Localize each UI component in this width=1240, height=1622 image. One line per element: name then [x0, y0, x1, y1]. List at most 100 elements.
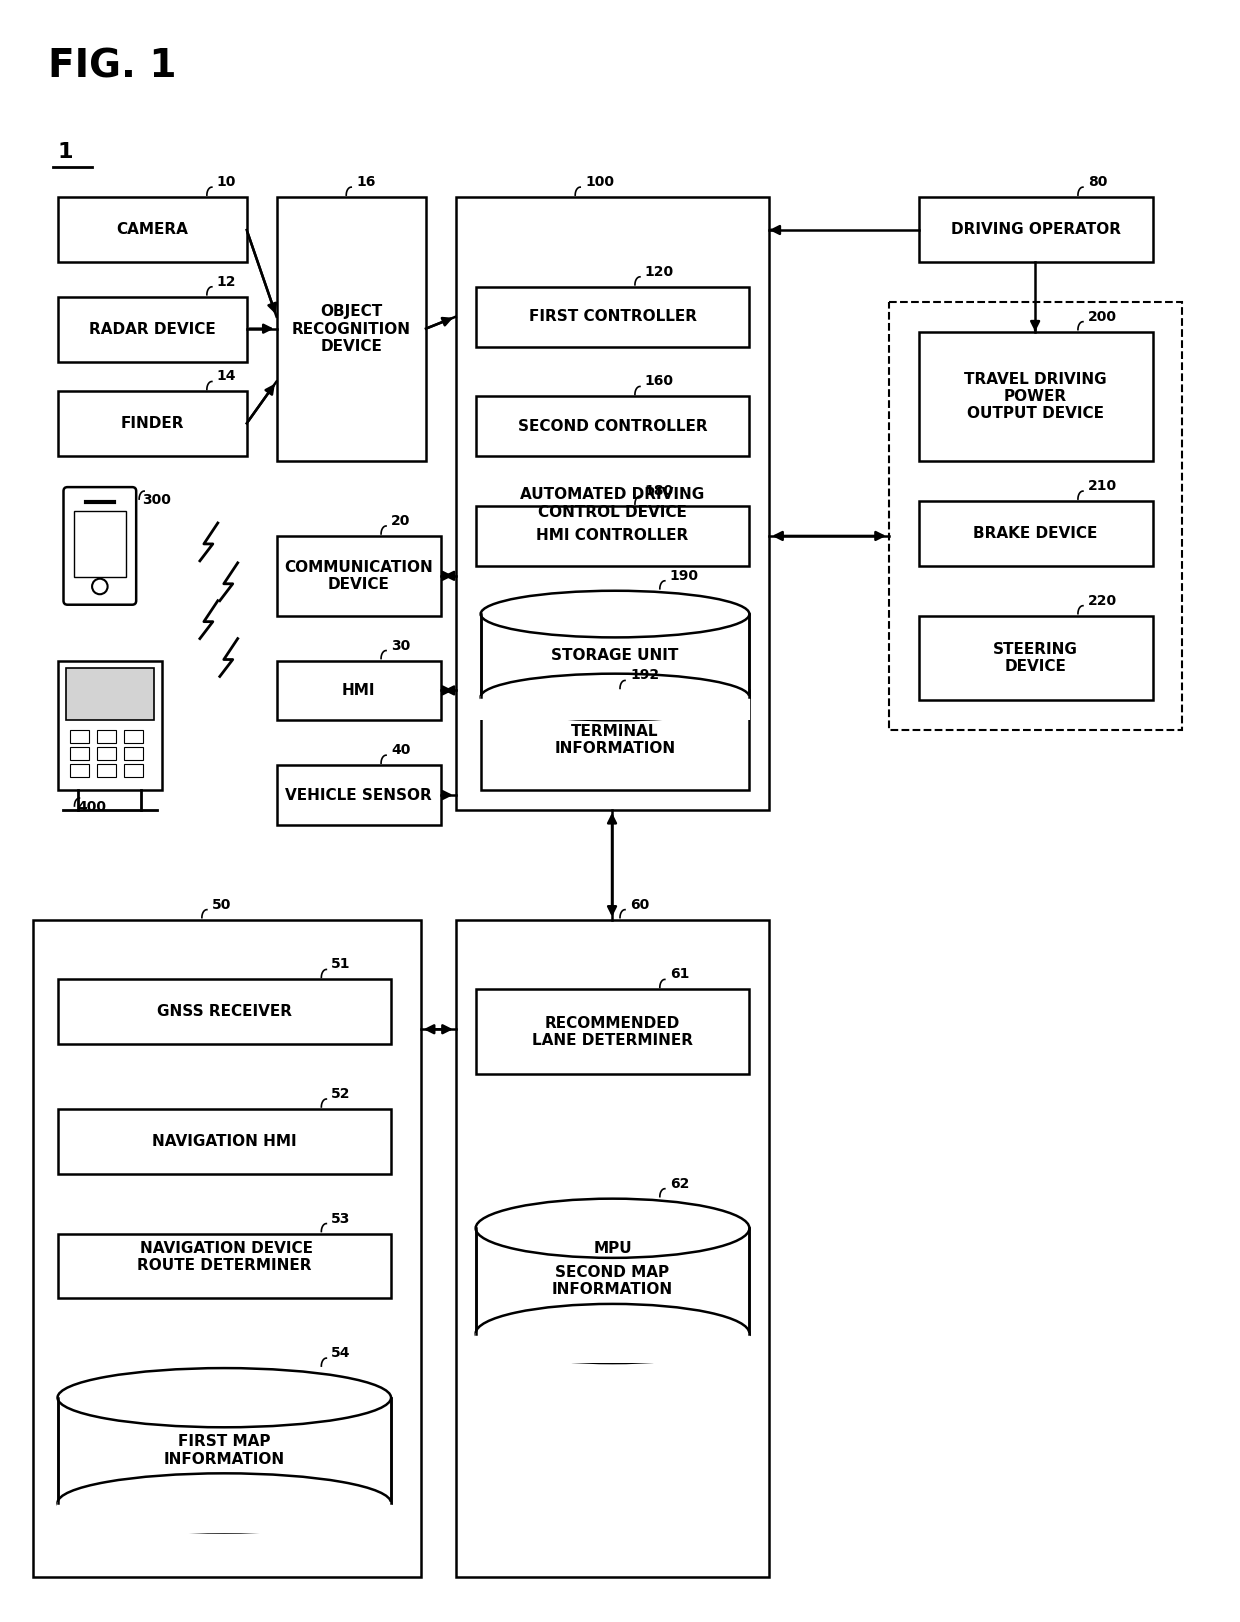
Text: 30: 30 [391, 639, 410, 652]
Text: NAVIGATION HMI: NAVIGATION HMI [153, 1134, 296, 1148]
Text: 40: 40 [391, 743, 410, 757]
Text: 20: 20 [391, 514, 410, 529]
Text: 60: 60 [630, 897, 650, 912]
Bar [277, 660, 440, 720]
Bar [456, 198, 769, 809]
Text: AUTOMATED DRIVING
CONTROL DEVICE: AUTOMATED DRIVING CONTROL DEVICE [521, 487, 704, 519]
Bar [71, 764, 89, 777]
Bar [57, 391, 247, 456]
Text: HMI CONTROLLER: HMI CONTROLLER [537, 529, 688, 543]
Bar [97, 730, 117, 743]
Text: STORAGE UNIT: STORAGE UNIT [552, 649, 678, 663]
Text: BRAKE DEVICE: BRAKE DEVICE [973, 526, 1097, 542]
Ellipse shape [481, 590, 749, 637]
Text: 62: 62 [670, 1176, 689, 1191]
Bar [456, 920, 769, 1577]
Text: SECOND MAP
INFORMATION: SECOND MAP INFORMATION [552, 1265, 673, 1298]
Text: VEHICLE SENSOR: VEHICLE SENSOR [285, 788, 432, 803]
Text: 190: 190 [670, 569, 699, 582]
Bar [66, 668, 154, 720]
Bar [57, 660, 162, 790]
Bar [57, 1234, 391, 1298]
Bar [32, 920, 420, 1577]
Text: 53: 53 [331, 1212, 351, 1226]
Text: 52: 52 [331, 1087, 351, 1101]
Text: GNSS RECEIVER: GNSS RECEIVER [156, 1004, 291, 1019]
Text: 80: 80 [1087, 175, 1107, 190]
Text: 120: 120 [645, 264, 675, 279]
Text: 300: 300 [143, 493, 171, 508]
Text: FIRST MAP
INFORMATION: FIRST MAP INFORMATION [164, 1434, 285, 1466]
Bar [74, 511, 125, 576]
Ellipse shape [476, 1199, 749, 1259]
Bar [71, 748, 89, 761]
Text: TRAVEL DRIVING
POWER
OUTPUT DEVICE: TRAVEL DRIVING POWER OUTPUT DEVICE [965, 371, 1107, 422]
Bar [97, 748, 117, 761]
Text: CAMERA: CAMERA [117, 222, 188, 237]
Bar [476, 396, 749, 456]
Text: 100: 100 [585, 175, 614, 190]
Text: COMMUNICATION
DEVICE: COMMUNICATION DEVICE [284, 560, 433, 592]
Text: RADAR DEVICE: RADAR DEVICE [89, 321, 216, 337]
Text: TERMINAL
INFORMATION: TERMINAL INFORMATION [554, 723, 676, 756]
Text: FIRST CONTROLLER: FIRST CONTROLLER [528, 310, 697, 324]
Text: 220: 220 [1087, 594, 1117, 608]
Text: 61: 61 [670, 967, 689, 981]
Text: RECOMMENDED
LANE DETERMINER: RECOMMENDED LANE DETERMINER [532, 1015, 693, 1048]
Text: 200: 200 [1087, 310, 1117, 324]
Text: SECOND CONTROLLER: SECOND CONTROLLER [518, 418, 707, 433]
Text: FINDER: FINDER [120, 417, 184, 431]
Text: 51: 51 [331, 957, 351, 972]
Text: 50: 50 [212, 897, 231, 912]
Text: 10: 10 [217, 175, 236, 190]
Text: HMI: HMI [342, 683, 376, 697]
Ellipse shape [57, 1473, 391, 1533]
Ellipse shape [481, 673, 749, 720]
Text: DRIVING OPERATOR: DRIVING OPERATOR [951, 222, 1121, 237]
Bar [919, 331, 1153, 461]
Text: 180: 180 [645, 483, 675, 498]
Bar [124, 748, 144, 761]
Bar [481, 615, 749, 697]
Text: 14: 14 [217, 370, 237, 383]
Bar [480, 696, 750, 720]
Bar [57, 198, 247, 261]
Text: 400: 400 [77, 800, 107, 814]
Bar [57, 297, 247, 362]
Text: OBJECT
RECOGNITION
DEVICE: OBJECT RECOGNITION DEVICE [291, 305, 410, 354]
Circle shape [92, 579, 108, 594]
Text: MPU: MPU [593, 1241, 632, 1255]
Bar [57, 1398, 391, 1504]
Bar [475, 1333, 750, 1362]
Bar [889, 302, 1183, 730]
Text: 12: 12 [217, 274, 237, 289]
Text: 54: 54 [331, 1346, 351, 1361]
Bar [124, 764, 144, 777]
Bar [476, 287, 749, 347]
Bar [476, 989, 749, 1074]
Bar [57, 1109, 391, 1174]
Bar [919, 616, 1153, 701]
Text: ROUTE DETERMINER: ROUTE DETERMINER [138, 1259, 311, 1273]
Bar [71, 730, 89, 743]
FancyBboxPatch shape [63, 487, 136, 605]
Bar [919, 501, 1153, 566]
Bar [481, 691, 749, 790]
Ellipse shape [57, 1367, 391, 1427]
Text: NAVIGATION DEVICE: NAVIGATION DEVICE [140, 1241, 314, 1255]
Bar [476, 1228, 749, 1333]
Text: 192: 192 [630, 668, 660, 683]
Text: FIG. 1: FIG. 1 [47, 47, 176, 86]
Bar [476, 506, 749, 566]
Text: 210: 210 [1087, 478, 1117, 493]
Bar [277, 535, 440, 616]
Text: 1: 1 [57, 143, 73, 162]
Bar [919, 198, 1153, 261]
Bar [277, 198, 425, 461]
Text: 16: 16 [356, 175, 376, 190]
Text: STEERING
DEVICE: STEERING DEVICE [993, 642, 1078, 675]
Bar [124, 730, 144, 743]
Bar [57, 1502, 392, 1533]
Bar [277, 766, 440, 826]
Bar [97, 764, 117, 777]
